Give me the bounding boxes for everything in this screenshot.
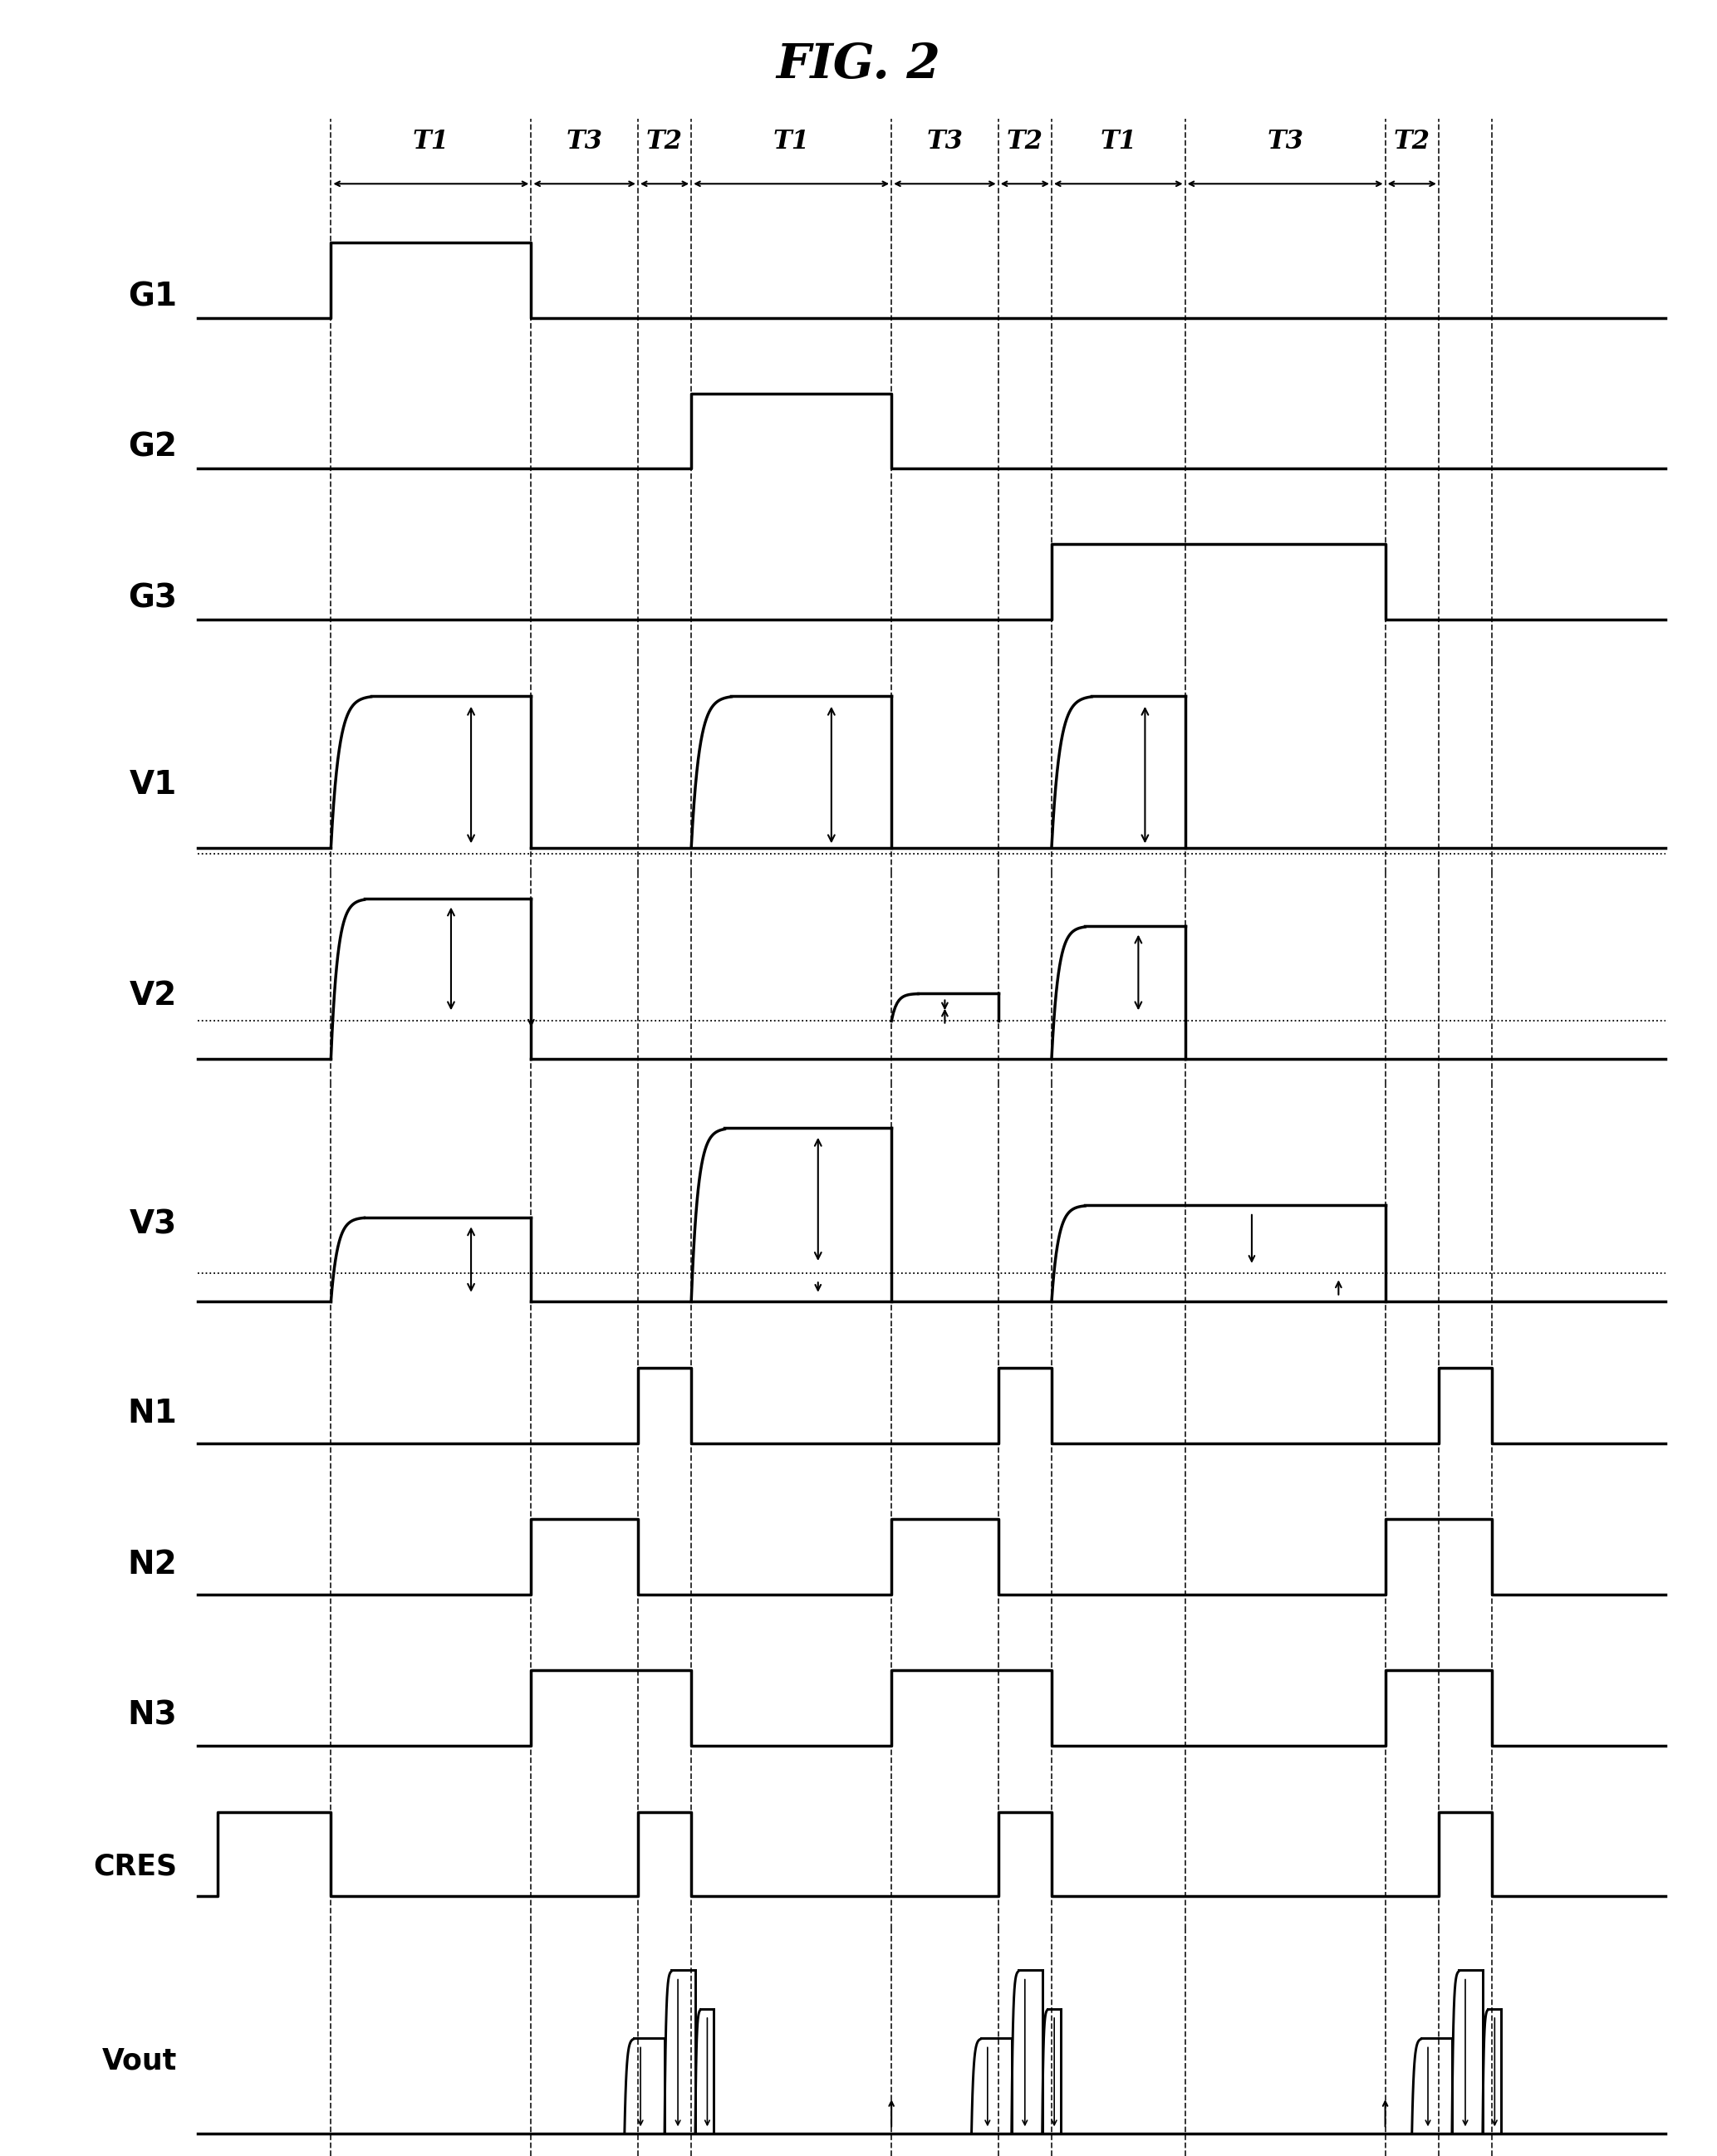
Text: Vout: Vout [101, 2046, 177, 2074]
Text: G2: G2 [127, 431, 177, 464]
Text: FIG. 2: FIG. 2 [776, 41, 941, 88]
Text: T2: T2 [646, 129, 683, 153]
Text: T1: T1 [412, 129, 450, 153]
Text: T2: T2 [1394, 129, 1430, 153]
Text: T3: T3 [927, 129, 963, 153]
Text: N2: N2 [127, 1548, 177, 1580]
Text: T2: T2 [1006, 129, 1044, 153]
Text: CRES: CRES [93, 1852, 177, 1880]
Text: T3: T3 [1267, 129, 1303, 153]
Text: G3: G3 [127, 582, 177, 614]
Text: V1: V1 [129, 770, 177, 800]
Text: T1: T1 [1101, 129, 1137, 153]
Text: N3: N3 [127, 1699, 177, 1731]
Text: V3: V3 [129, 1210, 177, 1240]
Text: N1: N1 [127, 1397, 177, 1429]
Text: T3: T3 [567, 129, 603, 153]
Text: G1: G1 [127, 280, 177, 313]
Text: T1: T1 [773, 129, 810, 153]
Text: V2: V2 [129, 981, 177, 1011]
